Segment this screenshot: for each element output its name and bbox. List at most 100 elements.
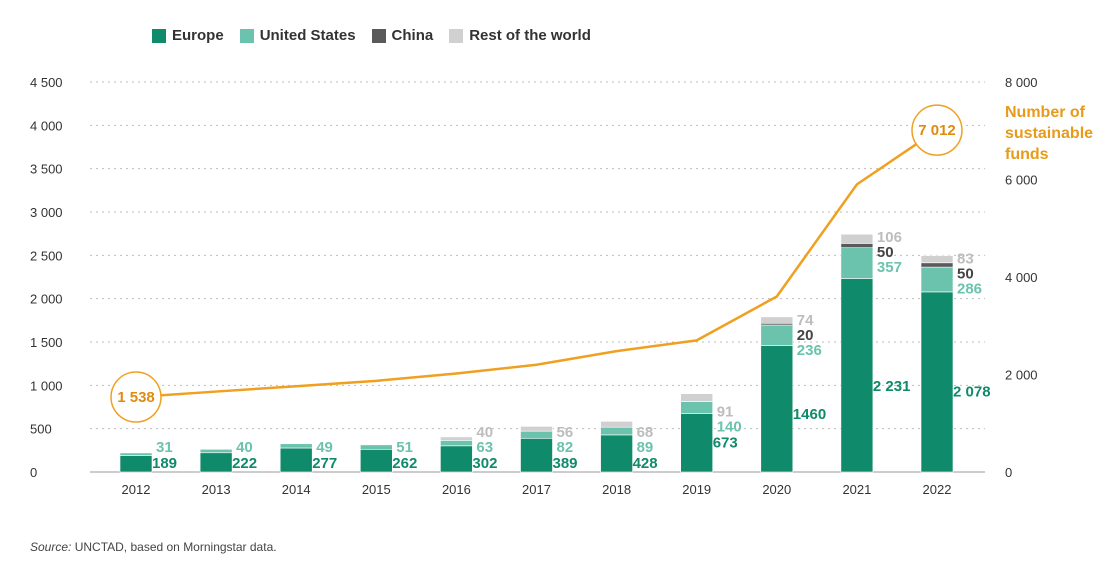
- data-label-united-states: 49: [316, 439, 333, 456]
- bar-segment-europe: [440, 445, 473, 473]
- source-note: Source: UNCTAD, based on Morningstar dat…: [30, 540, 277, 554]
- data-label-europe: 673: [713, 435, 738, 452]
- y-left-tick-label: 2 000: [30, 292, 63, 307]
- legend-swatch-europe: [152, 28, 166, 43]
- data-label-rest-of-the-world: 68: [637, 424, 654, 441]
- x-tick-label: 2019: [682, 482, 711, 497]
- data-label-rest-of-the-world: 56: [557, 424, 574, 441]
- y-left-tick-label: 2 500: [30, 248, 63, 263]
- data-label-united-states: 40: [236, 439, 253, 456]
- data-label-united-states: 286: [957, 281, 982, 298]
- x-tick-label: 2018: [602, 482, 631, 497]
- data-label-europe: 2 231: [873, 378, 911, 395]
- data-label-europe: 2 078: [953, 383, 991, 400]
- data-label-rest-of-the-world: 91: [717, 404, 734, 421]
- bar-segment-united-states: [440, 440, 473, 447]
- bar-segment-europe: [600, 434, 633, 473]
- x-tick-label: 2013: [202, 482, 231, 497]
- data-label-rest-of-the-world: 74: [797, 312, 814, 329]
- bar-segment-rest-of-the-world: [680, 393, 714, 402]
- x-tick-label: 2020: [762, 482, 791, 497]
- line-annotation-text: funds: [1005, 146, 1049, 163]
- bar-segment-united-states: [119, 452, 153, 456]
- legend-label-united-states: United States: [259, 27, 356, 44]
- bar-segment-rest-of-the-world: [920, 255, 954, 264]
- x-tick-label: 2022: [923, 482, 952, 497]
- bar-segment-rest-of-the-world: [520, 426, 553, 432]
- y-right-tick-label: 0: [1005, 465, 1012, 480]
- legend-label-china: China: [391, 27, 434, 44]
- line-highlight-circle: [911, 104, 963, 156]
- source-text: UNCTAD, based on Morningstar data.: [74, 540, 277, 554]
- x-tick-label: 2021: [842, 482, 871, 497]
- bar-segment-united-states: [920, 266, 954, 293]
- y-right-tick-label: 6 000: [1005, 173, 1038, 188]
- data-label-europe: 222: [232, 455, 257, 472]
- data-label-united-states: 82: [557, 439, 574, 456]
- bar-segment-united-states: [760, 324, 794, 346]
- y-left-tick-label: 4 000: [30, 118, 63, 133]
- bar-segment-europe: [199, 452, 233, 473]
- x-tick-label: 2017: [522, 482, 551, 497]
- legend-swatch-united-states: [239, 28, 254, 43]
- line-annotation-text: sustainable: [1005, 125, 1093, 142]
- data-label-united-states: 236: [797, 342, 822, 359]
- bar-segment-rest-of-the-world: [840, 233, 874, 244]
- x-tick-label: 2014: [282, 482, 311, 497]
- y-left-tick-label: 500: [30, 422, 52, 437]
- bar-segment-europe: [279, 447, 313, 473]
- legend-label-rest-of-world: Rest of the world: [469, 27, 591, 44]
- line-highlight-circle: [110, 371, 162, 423]
- data-label-china: 50: [957, 266, 974, 283]
- bar-segment-europe: [920, 291, 954, 473]
- data-label-europe: 1460: [793, 406, 826, 423]
- bar-segment-europe: [520, 437, 553, 473]
- bar-segment-europe: [680, 413, 714, 473]
- data-label-europe: 389: [553, 455, 578, 472]
- x-tick-label: 2012: [122, 482, 151, 497]
- data-label-china: 20: [797, 327, 814, 344]
- legend-label-europe: Europe: [172, 27, 224, 44]
- y-left-tick-label: 1 500: [30, 335, 63, 350]
- bar-segment-rest-of-the-world: [600, 420, 633, 428]
- x-tick-label: 2015: [362, 482, 391, 497]
- y-right-tick-label: 8 000: [1005, 75, 1038, 90]
- bar-segment-china: [920, 262, 954, 268]
- source-label: Source:: [30, 540, 72, 554]
- sustainable-funds-line: [135, 129, 938, 399]
- line-highlight-label: 7 012: [918, 122, 956, 139]
- legend-item-china: China: [371, 27, 434, 44]
- data-label-europe: 428: [633, 455, 658, 472]
- bar-segment-united-states: [600, 426, 633, 436]
- bar-segment-rest-of-the-world: [760, 316, 794, 324]
- chart-legend: Europe United States China Rest of the w…: [152, 27, 591, 44]
- bar-segment-united-states: [359, 444, 393, 450]
- y-left-tick-label: 3 000: [30, 205, 63, 220]
- bar-segment-united-states: [520, 430, 553, 439]
- bar-segment-europe: [840, 278, 874, 473]
- line-highlight-label: 1 538: [117, 389, 155, 406]
- legend-item-europe: Europe: [152, 27, 224, 44]
- data-label-rest-of-the-world: 40: [476, 424, 493, 441]
- data-label-united-states: 31: [156, 439, 173, 456]
- bar-segment-europe: [359, 448, 393, 473]
- data-label-united-states: 89: [637, 439, 654, 456]
- data-label-united-states: 63: [476, 439, 493, 456]
- data-label-europe: 262: [392, 455, 417, 472]
- bar-segment-united-states: [840, 247, 874, 279]
- y-right-tick-label: 4 000: [1005, 270, 1038, 285]
- bar-segment-united-states: [680, 401, 714, 414]
- bar-segment-europe: [760, 345, 794, 473]
- data-label-china: 50: [877, 244, 894, 261]
- bar-segment-europe: [119, 455, 153, 473]
- data-label-united-states: 357: [877, 259, 902, 276]
- y-right-tick-label: 2 000: [1005, 368, 1038, 383]
- data-label-united-states: 140: [717, 419, 742, 436]
- data-label-rest-of-the-world: 83: [957, 251, 974, 268]
- x-tick-label: 2016: [442, 482, 471, 497]
- legend-swatch-rest-of-world: [449, 28, 464, 43]
- legend-item-rest-of-world: Rest of the world: [449, 27, 591, 44]
- data-label-europe: 302: [472, 455, 497, 472]
- data-label-europe: 189: [152, 455, 177, 472]
